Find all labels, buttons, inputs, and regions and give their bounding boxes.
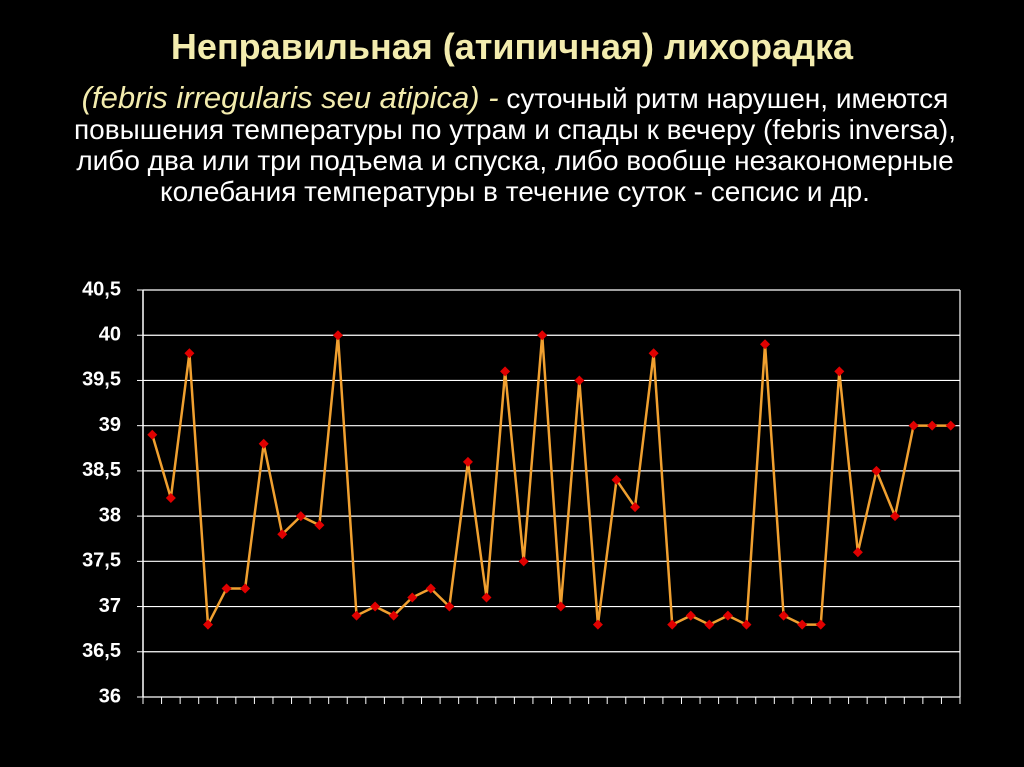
marker — [667, 619, 678, 630]
marker — [815, 619, 826, 630]
marker — [908, 420, 919, 431]
marker — [611, 474, 622, 485]
marker — [370, 601, 381, 612]
y-tick-label: 40,5 — [82, 278, 121, 300]
marker — [834, 366, 845, 377]
marker — [574, 375, 585, 386]
marker — [147, 429, 158, 440]
y-tick-label: 37 — [99, 595, 121, 617]
y-tick-label: 36 — [99, 685, 121, 707]
marker — [407, 592, 418, 603]
marker — [444, 601, 455, 612]
y-tick-label: 37,5 — [82, 550, 121, 572]
marker — [760, 339, 771, 350]
marker — [351, 610, 362, 621]
marker — [184, 348, 195, 359]
marker — [592, 619, 603, 630]
y-tick-label: 39,5 — [82, 369, 121, 391]
marker — [704, 619, 715, 630]
marker — [741, 619, 752, 630]
marker — [332, 330, 343, 341]
marker — [277, 529, 288, 540]
y-tick-label: 36,5 — [82, 640, 121, 662]
marker — [258, 438, 269, 449]
chart-title: Неправильная (атипичная) лихорадка — [170, 26, 854, 67]
marker — [778, 610, 789, 621]
marker — [240, 583, 251, 594]
marker — [797, 619, 808, 630]
marker — [314, 520, 325, 531]
y-tick-label: 39 — [99, 414, 121, 436]
marker — [165, 493, 176, 504]
marker — [555, 601, 566, 612]
y-tick-label: 38 — [99, 504, 121, 526]
subtitle: суточный ритм нарушен, имеются повышения… — [74, 83, 956, 207]
marker — [722, 610, 733, 621]
marker — [518, 556, 529, 567]
y-tick-label: 38,5 — [82, 459, 121, 481]
marker — [500, 366, 511, 377]
marker — [648, 348, 659, 359]
marker — [388, 610, 399, 621]
marker — [295, 511, 306, 522]
marker — [852, 547, 863, 558]
marker — [202, 619, 213, 630]
marker — [630, 502, 641, 513]
marker — [425, 583, 436, 594]
description: (febris irregularis seu atipica) - суточ… — [50, 82, 980, 207]
term: (febris irregularis seu atipica) - — [81, 80, 499, 115]
line — [151, 335, 951, 630]
marker — [537, 330, 548, 341]
marker — [462, 456, 473, 467]
marker — [871, 465, 882, 476]
marker — [221, 583, 232, 594]
marker — [685, 610, 696, 621]
marker — [945, 420, 956, 431]
marker — [890, 511, 901, 522]
y-tick-label: 40 — [99, 324, 121, 346]
marker — [481, 592, 492, 603]
marker — [927, 420, 938, 431]
